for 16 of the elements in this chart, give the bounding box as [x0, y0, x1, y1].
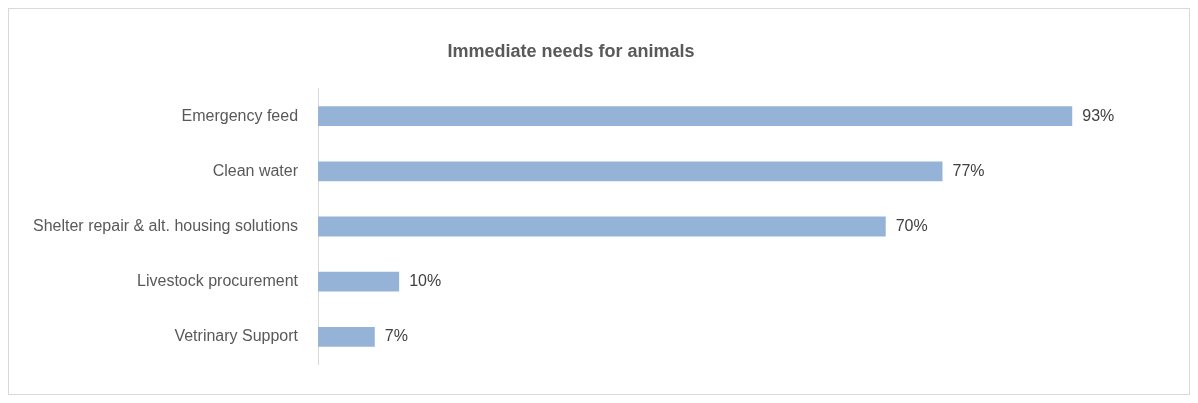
- bar: [318, 216, 886, 237]
- y-tick-label: Shelter repair & alt. housing solutions: [32, 216, 299, 234]
- bar: [318, 106, 1073, 127]
- data-label: 7%: [384, 327, 408, 345]
- data-label: 93%: [1082, 106, 1115, 124]
- bar: [318, 326, 375, 347]
- data-label: 70%: [895, 216, 928, 234]
- data-label: 77%: [952, 161, 985, 179]
- y-tick-label: Livestock procurement: [137, 272, 299, 290]
- y-tick-label: Clean water: [212, 161, 299, 179]
- y-tick-label: Emergency feed: [181, 106, 299, 124]
- data-label: 10%: [409, 272, 442, 290]
- bar: [318, 161, 943, 182]
- y-tick-label: Vetrinary Support: [174, 327, 299, 345]
- chart-title: Immediate needs for animals: [447, 40, 695, 61]
- bar: [318, 271, 400, 292]
